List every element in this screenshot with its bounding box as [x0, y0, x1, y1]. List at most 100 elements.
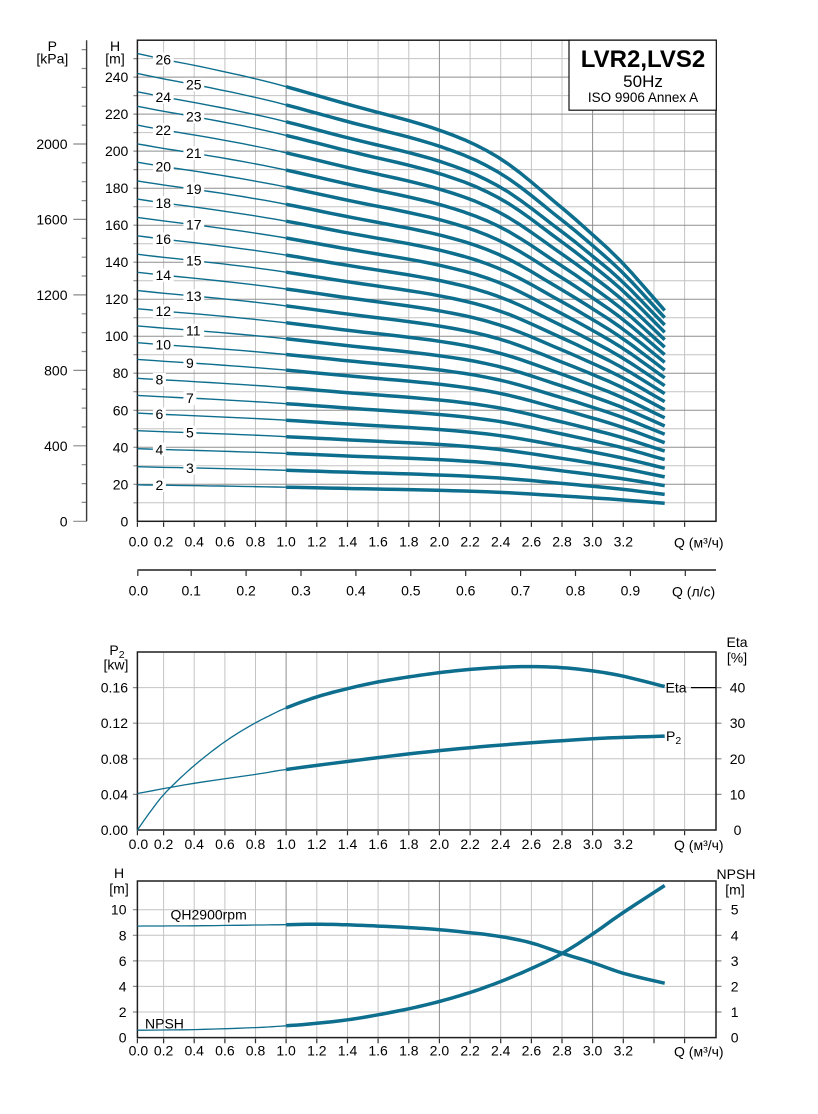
svg-text:240: 240	[105, 69, 129, 85]
svg-text:3: 3	[186, 460, 194, 476]
svg-text:Q (м³/ч): Q (м³/ч)	[674, 837, 724, 853]
svg-text:10: 10	[156, 337, 172, 353]
svg-text:1.2: 1.2	[307, 836, 327, 852]
svg-text:8: 8	[156, 372, 164, 388]
svg-text:1.6: 1.6	[368, 836, 388, 852]
svg-text:0.00: 0.00	[101, 822, 128, 838]
svg-text:2.0: 2.0	[430, 836, 450, 852]
svg-text:12: 12	[156, 303, 172, 319]
svg-text:50Hz: 50Hz	[623, 72, 663, 91]
svg-text:0.9: 0.9	[621, 583, 641, 599]
svg-text:1600: 1600	[36, 211, 67, 227]
svg-text:24: 24	[156, 89, 172, 105]
svg-text:2.8: 2.8	[552, 836, 572, 852]
svg-text:1.4: 1.4	[338, 1043, 358, 1059]
svg-text:3.0: 3.0	[583, 1043, 603, 1059]
svg-text:2.6: 2.6	[522, 1043, 542, 1059]
svg-text:20: 20	[156, 159, 172, 175]
svg-text:80: 80	[113, 365, 129, 381]
svg-text:25: 25	[186, 77, 202, 93]
svg-text:0.8: 0.8	[246, 1043, 266, 1059]
svg-text:8: 8	[119, 927, 127, 943]
svg-text:2: 2	[119, 1004, 127, 1020]
svg-text:1.6: 1.6	[368, 1043, 388, 1059]
svg-text:2.8: 2.8	[552, 534, 572, 550]
svg-text:0: 0	[60, 513, 68, 529]
svg-text:800: 800	[44, 362, 68, 378]
svg-text:[m]: [m]	[725, 882, 744, 898]
svg-text:H: H	[110, 38, 120, 54]
svg-text:QH2900rpm: QH2900rpm	[171, 906, 247, 922]
svg-text:0.16: 0.16	[101, 680, 128, 696]
svg-text:7: 7	[186, 390, 194, 406]
svg-text:ISO 9906 Annex A: ISO 9906 Annex A	[588, 90, 698, 105]
svg-text:4: 4	[156, 441, 164, 457]
svg-text:0.5: 0.5	[401, 583, 421, 599]
svg-text:30: 30	[730, 715, 746, 731]
svg-text:0.0: 0.0	[129, 1043, 149, 1059]
svg-text:1.8: 1.8	[399, 534, 419, 550]
svg-text:220: 220	[105, 106, 129, 122]
svg-text:H: H	[114, 865, 124, 881]
svg-text:0.6: 0.6	[215, 836, 235, 852]
svg-text:20: 20	[113, 476, 129, 492]
svg-text:5: 5	[731, 902, 739, 918]
svg-text:3.0: 3.0	[583, 836, 603, 852]
svg-text:0: 0	[119, 1030, 127, 1046]
svg-text:0.8: 0.8	[246, 836, 266, 852]
svg-text:0.04: 0.04	[101, 786, 128, 802]
svg-text:0: 0	[731, 1030, 739, 1046]
svg-text:2.4: 2.4	[491, 534, 511, 550]
svg-text:1.6: 1.6	[368, 534, 388, 550]
svg-text:3.2: 3.2	[614, 534, 634, 550]
svg-text:0.2: 0.2	[236, 583, 256, 599]
svg-text:1200: 1200	[36, 287, 67, 303]
svg-text:1.0: 1.0	[276, 836, 296, 852]
svg-text:0.0: 0.0	[129, 583, 149, 599]
svg-text:26: 26	[156, 51, 172, 67]
svg-text:3: 3	[731, 953, 739, 969]
svg-text:200: 200	[105, 143, 129, 159]
svg-text:[m]: [m]	[109, 881, 128, 897]
svg-text:2.0: 2.0	[430, 1043, 450, 1059]
svg-text:0.2: 0.2	[154, 534, 174, 550]
svg-text:11: 11	[186, 322, 201, 338]
svg-text:[kw]: [kw]	[104, 657, 129, 673]
svg-text:20: 20	[730, 751, 746, 767]
svg-text:4: 4	[119, 978, 127, 994]
svg-text:0.0: 0.0	[129, 534, 149, 550]
svg-text:5: 5	[186, 425, 194, 441]
svg-text:0.6: 0.6	[215, 1043, 235, 1059]
svg-text:1.8: 1.8	[399, 836, 419, 852]
svg-text:40: 40	[730, 680, 746, 696]
svg-text:[m]: [m]	[105, 51, 124, 67]
svg-text:140: 140	[105, 254, 129, 270]
svg-text:0.4: 0.4	[184, 534, 204, 550]
svg-text:0.7: 0.7	[511, 583, 531, 599]
svg-text:4: 4	[731, 927, 739, 943]
svg-text:1.2: 1.2	[307, 1043, 327, 1059]
svg-text:16: 16	[156, 231, 172, 247]
svg-text:1.2: 1.2	[307, 534, 327, 550]
svg-text:1.0: 1.0	[276, 1043, 296, 1059]
svg-text:0.3: 0.3	[291, 583, 311, 599]
svg-text:2: 2	[156, 477, 164, 493]
svg-text:1.4: 1.4	[338, 836, 358, 852]
svg-text:60: 60	[113, 402, 129, 418]
svg-text:0.8: 0.8	[246, 534, 266, 550]
svg-text:0: 0	[121, 513, 129, 529]
svg-text:0.4: 0.4	[184, 836, 204, 852]
svg-text:Eta: Eta	[666, 680, 687, 696]
svg-text:19: 19	[186, 181, 202, 197]
svg-text:1.8: 1.8	[399, 1043, 419, 1059]
svg-text:21: 21	[186, 145, 202, 161]
svg-text:2000: 2000	[36, 136, 67, 152]
svg-text:160: 160	[105, 217, 129, 233]
svg-text:Q (л/с): Q (л/с)	[672, 584, 715, 600]
svg-text:0.12: 0.12	[101, 715, 128, 731]
svg-text:2.4: 2.4	[491, 1043, 511, 1059]
svg-text:22: 22	[156, 122, 172, 138]
svg-text:[kPa]: [kPa]	[36, 51, 68, 67]
svg-text:13: 13	[186, 288, 202, 304]
svg-text:0.2: 0.2	[154, 1043, 174, 1059]
